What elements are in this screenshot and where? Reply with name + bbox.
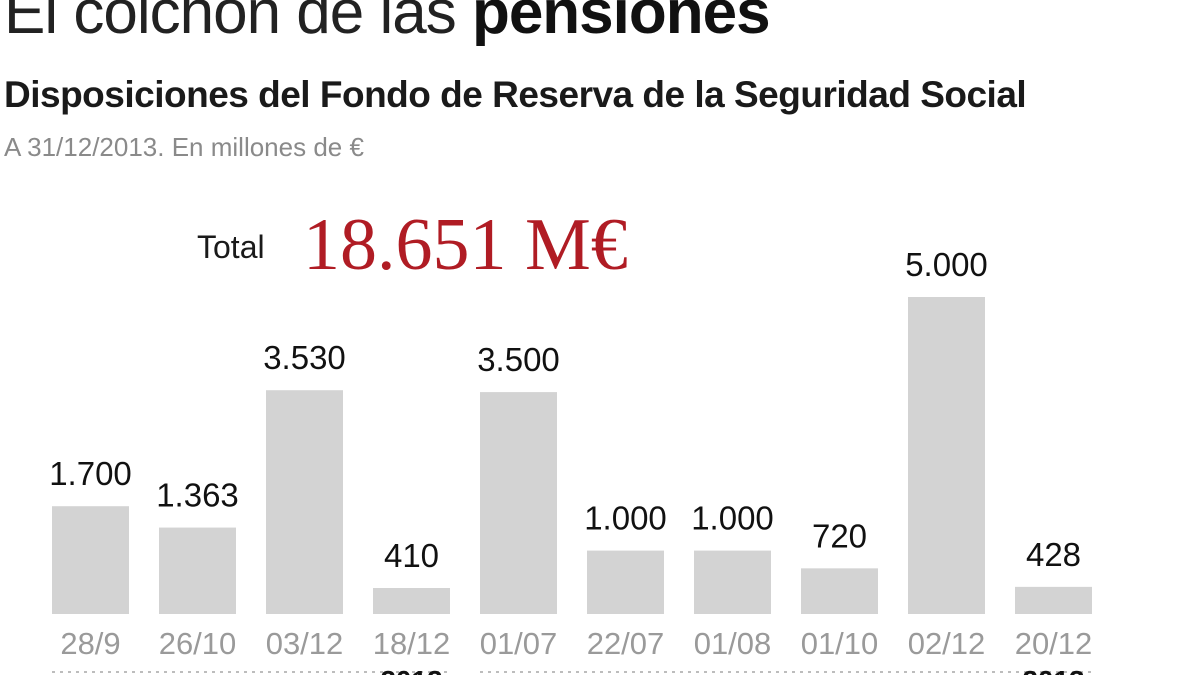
bar — [587, 550, 664, 614]
bar — [266, 390, 343, 614]
value-label: 5.000 — [905, 246, 988, 283]
category-label: 28/9 — [60, 626, 120, 661]
headline-bold: pensiones — [471, 0, 771, 47]
chart-subtitle: Disposiciones del Fondo de Reserva de la… — [4, 74, 1027, 115]
value-label: 1.363 — [156, 477, 239, 514]
category-label: 26/10 — [159, 626, 237, 661]
total-value: 18.651 M€ — [303, 204, 628, 286]
year-label: 2013 — [1022, 665, 1084, 675]
category-label: 02/12 — [908, 626, 986, 661]
chart-note: A 31/12/2013. En millones de € — [4, 132, 364, 162]
headline-light: El colchón de las — [4, 0, 472, 47]
year-label: 2012 — [380, 665, 442, 675]
value-label: 1.000 — [691, 500, 774, 537]
bar — [480, 392, 557, 614]
category-label: 22/07 — [587, 626, 665, 661]
bar — [694, 550, 771, 614]
category-label: 01/07 — [480, 626, 558, 661]
headline: El colchón de las pensiones — [4, 0, 771, 48]
value-label: 720 — [812, 517, 867, 554]
category-label: 03/12 — [266, 626, 344, 661]
category-label: 18/12 — [373, 626, 451, 661]
category-label: 20/12 — [1015, 626, 1093, 661]
bar — [373, 588, 450, 614]
category-label: 01/10 — [801, 626, 879, 661]
bar — [1015, 586, 1092, 614]
value-label: 1.000 — [584, 500, 667, 537]
bar — [908, 297, 985, 614]
total-label: Total — [197, 229, 265, 265]
bar — [801, 568, 878, 614]
category-label: 01/08 — [694, 626, 772, 661]
bar — [52, 506, 129, 614]
value-label: 3.530 — [263, 339, 346, 376]
value-label: 3.500 — [477, 341, 560, 378]
value-label: 428 — [1026, 536, 1081, 573]
value-label: 1.700 — [49, 455, 132, 492]
value-label: 410 — [384, 537, 439, 574]
bar — [159, 527, 236, 614]
